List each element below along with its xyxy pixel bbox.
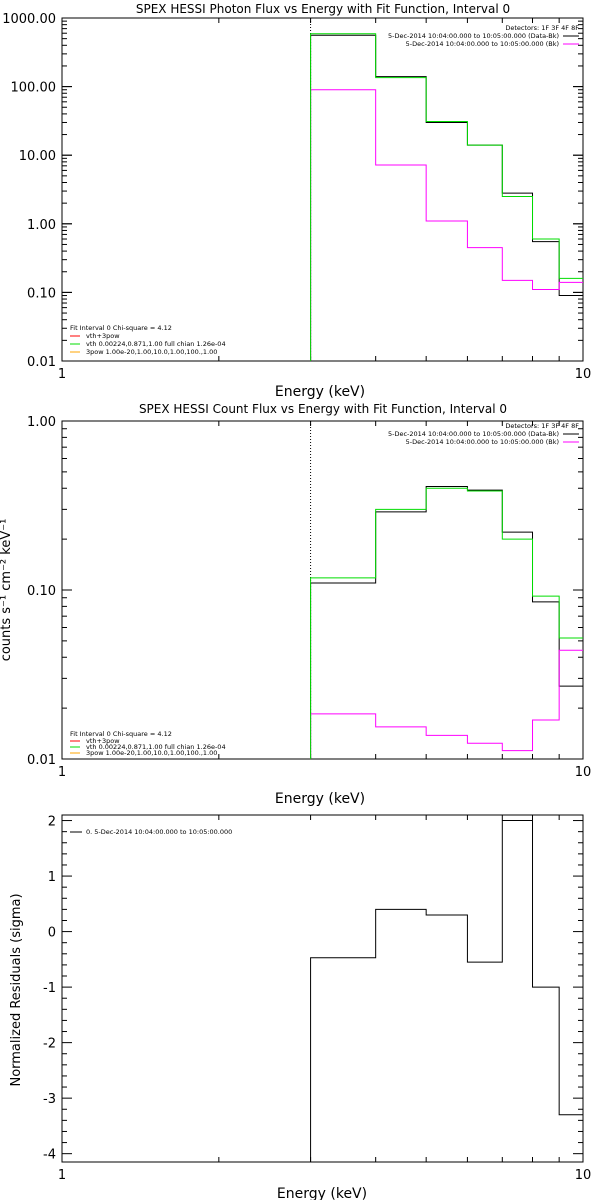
legend-item: 5-Dec-2014 10:04:00.000 to 10:05:00.000 … <box>388 32 579 40</box>
x-tick-label: 10 <box>575 765 592 780</box>
legend-label: 3pow 1.00e-20,1.00,10.0,1.00,100.,1.00 <box>86 348 217 356</box>
series-line <box>310 820 583 1162</box>
series-group <box>310 485 583 759</box>
x-axis-label: Energy (keV) <box>275 791 365 807</box>
count-flux-panel: SPEX HESSI Count Flux vs Energy with Fit… <box>0 402 591 807</box>
axis-ticks <box>61 420 584 760</box>
y-tick-label: 1 <box>48 870 56 885</box>
axis-ticks <box>61 17 584 362</box>
legend-label: 3pow 1.00e-20,1.00,10.0,1.00,100.,1.00 <box>86 749 217 757</box>
x-tick-label: 1 <box>58 367 66 382</box>
legend-item: 5-Dec-2014 10:04:00.000 to 10:05:00.000 … <box>388 430 579 438</box>
series-line <box>310 487 583 759</box>
series-line <box>310 89 583 361</box>
legend-header: Detectors: 1F 3F 4F 8F <box>505 422 579 430</box>
x-axis-label: Energy (keV) <box>275 384 365 400</box>
y-axis-label: Normalized Residuals (sigma) <box>9 893 24 1086</box>
residual-legend: 0. 5-Dec-2014 10:04:00.000 to 10:05:00.0… <box>70 828 232 836</box>
legend-label: 5-Dec-2014 10:04:00.000 to 10:05:00.000 … <box>406 438 559 446</box>
x-tick-label: 1 <box>58 765 66 780</box>
fit-legend-item: 3pow 1.00e-20,1.00,10.0,1.00,100.,1.00 <box>70 348 217 356</box>
x-tick-labels: 1 10 <box>58 765 591 780</box>
legend-item: 5-Dec-2014 10:04:00.000 to 10:05:00.000 … <box>406 40 579 48</box>
x-axis-label: Energy (keV) <box>277 1186 367 1200</box>
fit-legend-item: 3pow 1.00e-20,1.00,10.0,1.00,100.,1.00 <box>70 749 217 757</box>
fit-legend-item: vth+3pow <box>70 332 120 340</box>
series-line <box>310 649 583 759</box>
legend-item: 5-Dec-2014 10:04:00.000 to 10:05:00.000 … <box>406 438 579 446</box>
x-tick-labels: 1 10 <box>58 1168 591 1183</box>
fit-legend-item: vth+3pow <box>70 737 120 745</box>
fit-legend-header: Fit Interval 0 Chi-square = 4.12 <box>70 730 172 738</box>
y-tick-label: 2 <box>48 815 56 830</box>
plot-frame <box>61 814 584 1163</box>
legend-label: vth 0.00224,0.871,1.00 full chian 1.26e-… <box>86 340 226 348</box>
y-tick-label: 1.00 <box>27 415 56 430</box>
y-tick-label: 0.10 <box>27 286 56 301</box>
y-tick-label: 0.10 <box>27 584 56 599</box>
y-tick-labels: 2 1 0 -1 -2 -3 -4 <box>43 815 56 1163</box>
y-tick-label: 0.01 <box>27 753 56 768</box>
fit-legend: Fit Interval 0 Chi-square = 4.12 vth+3po… <box>70 324 226 356</box>
legend-header: Detectors: 1F 3F 4F 8F <box>505 24 579 32</box>
legend-label: vth+3pow <box>86 332 120 340</box>
y-tick-label: -2 <box>43 1037 56 1052</box>
y-tick-label: -3 <box>43 1092 56 1107</box>
legend-item: 0. 5-Dec-2014 10:04:00.000 to 10:05:00.0… <box>70 828 232 836</box>
y-tick-label: 100.00 <box>11 81 57 96</box>
chart-title: SPEX HESSI Photon Flux vs Energy with Fi… <box>136 2 510 16</box>
fit-legend: Fit Interval 0 Chi-square = 4.12 vth+3po… <box>70 730 226 757</box>
legend-label: 0. 5-Dec-2014 10:04:00.000 to 10:05:00.0… <box>86 828 232 836</box>
legend-label: vth 0.00224,0.871,1.00 full chian 1.26e-… <box>86 743 226 751</box>
legend-label: 5-Dec-2014 10:04:00.000 to 10:05:00.000 … <box>388 430 559 438</box>
x-tick-label: 10 <box>575 1168 592 1183</box>
y-axis-label: counts s⁻¹ cm⁻² keV⁻¹ <box>0 519 14 662</box>
legend-label: vth+3pow <box>86 737 120 745</box>
fit-legend-item: vth 0.00224,0.871,1.00 full chian 1.26e-… <box>70 743 226 751</box>
y-tick-labels: 0.01 0.10 1.00 10.00 100.00 1000.00 <box>2 12 56 370</box>
y-tick-label: 10.00 <box>19 149 56 164</box>
fit-legend-header: Fit Interval 0 Chi-square = 4.12 <box>70 324 172 332</box>
y-tick-label: 1.00 <box>27 218 56 233</box>
detector-legend: Detectors: 1F 3F 4F 8F 5-Dec-2014 10:04:… <box>388 24 579 48</box>
chart-title: SPEX HESSI Count Flux vs Energy with Fit… <box>139 402 507 416</box>
legend-label: 5-Dec-2014 10:04:00.000 to 10:05:00.000 … <box>406 40 559 48</box>
residuals-panel: 210-1-2-3-4 1 10 Energy (keV) Normalized … <box>9 814 591 1200</box>
y-tick-label: 0 <box>48 926 56 941</box>
series-line <box>310 33 583 361</box>
legend-label: 5-Dec-2014 10:04:00.000 to 10:05:00.000 … <box>388 32 559 40</box>
detector-legend: Detectors: 1F 3F 4F 8F 5-Dec-2014 10:04:… <box>388 422 579 446</box>
y-tick-labels: 0.01 0.10 1.00 <box>27 415 56 768</box>
y-tick-label: 0.01 <box>27 355 56 370</box>
fit-legend-item: vth 0.00224,0.871,1.00 full chian 1.26e-… <box>70 340 226 348</box>
y-tick-label: 1000.00 <box>2 12 56 27</box>
plot-frame <box>61 17 584 362</box>
series-group <box>310 33 583 361</box>
x-tick-label: 10 <box>575 367 592 382</box>
x-tick-labels: 1 10 <box>58 367 591 382</box>
axis-ticks <box>61 815 584 1162</box>
x-tick-label: 1 <box>58 1168 66 1183</box>
y-tick-label: -1 <box>43 981 56 996</box>
photon-flux-panel: SPEX HESSI Photon Flux vs Energy with Fi… <box>2 2 591 400</box>
y-tick-label: -4 <box>43 1148 56 1163</box>
series-group <box>310 820 583 1162</box>
